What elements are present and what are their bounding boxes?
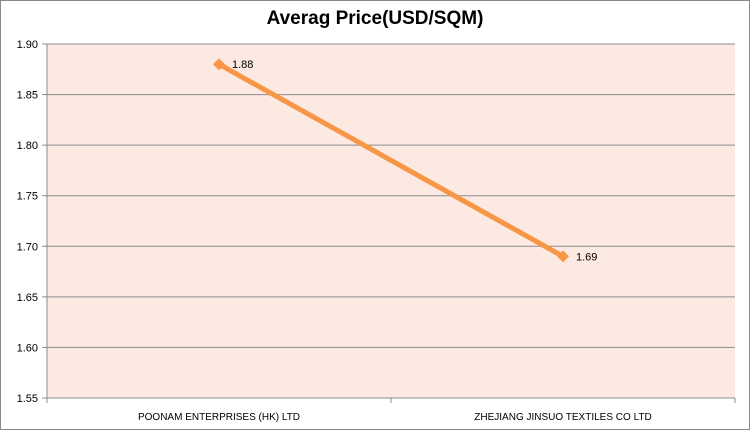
series-price: 1.88 1.69 <box>213 58 597 263</box>
data-label: 1.88 <box>232 59 253 71</box>
y-tick-label: 1.70 <box>17 241 38 253</box>
y-tick-label: 1.85 <box>17 90 38 102</box>
y-tick-label: 1.75 <box>17 191 38 203</box>
data-label: 1.69 <box>576 251 597 263</box>
y-tick-label: 1.60 <box>17 342 38 354</box>
series-line <box>217 62 565 259</box>
data-point-marker <box>213 58 225 71</box>
y-tick-label: 1.90 <box>17 39 38 51</box>
y-tick-label: 1.55 <box>17 393 38 405</box>
y-axis: 1.90 1.85 1.80 1.75 1.70 1.65 1.60 1.55 <box>17 39 48 405</box>
x-axis: POONAM ENTERPRISES (HK) LTD ZHEJIANG JINS… <box>46 397 736 423</box>
y-tick-label: 1.65 <box>17 292 38 304</box>
gridlines <box>47 43 735 399</box>
y-tick-label: 1.80 <box>17 140 38 152</box>
x-category-label: POONAM ENTERPRISES (HK) LTD <box>138 412 300 423</box>
data-point-marker <box>557 250 569 263</box>
chart-title: Averag Price(USD/SQM) <box>267 8 484 29</box>
plot-area <box>47 44 735 398</box>
x-category-label: ZHEJIANG JINSUO TEXTILES CO LTD <box>474 412 651 423</box>
